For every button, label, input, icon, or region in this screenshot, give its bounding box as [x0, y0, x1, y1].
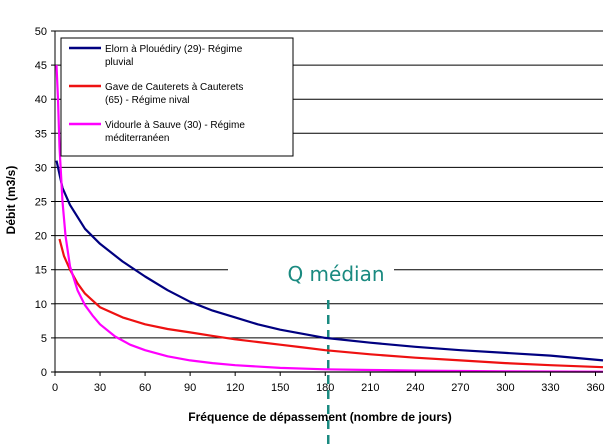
y-tick-labels: 0 5 10 15 20 25 30 35 40 45 50 — [35, 26, 47, 379]
y-tick-label: 45 — [35, 60, 47, 72]
x-tick-label: 60 — [139, 382, 151, 394]
x-tick-label: 0 — [52, 382, 58, 394]
series-line-vidourle — [55, 65, 604, 373]
y-tick-label: 10 — [35, 299, 47, 311]
series-line-gave-de-cauterets — [58, 238, 604, 369]
x-tick-label: 240 — [406, 382, 424, 394]
y-tick-label: 50 — [35, 26, 47, 38]
legend: Elorn à Plouédiry (29)- Régime pluvial Gav… — [60, 37, 294, 157]
y-tick-label: 5 — [41, 333, 47, 345]
x-axis-title: Fréquence de dépassement (nombre de jour… — [188, 410, 451, 424]
x-tick-label: 90 — [184, 382, 196, 394]
y-tick-label: 15 — [35, 265, 47, 277]
y-tick-label: 25 — [35, 197, 47, 209]
series-lines — [55, 65, 604, 445]
y-tick-label: 35 — [35, 128, 47, 140]
x-tick-label: 270 — [451, 382, 469, 394]
y-tick-label: 30 — [35, 162, 47, 174]
y-tick-label: 0 — [41, 367, 47, 379]
legend-label-gave-de-cauterets: (65) - Régime nival — [105, 95, 189, 106]
legend-label-gave-de-cauterets: Gave de Cauterets à Cauterets — [105, 82, 243, 93]
y-axis-title: Débit (m3/s) — [4, 166, 18, 235]
annotation-label: Q médian — [287, 262, 384, 286]
y-tick-label: 20 — [35, 231, 47, 243]
legend-label-vidourle: méditerranéen — [105, 133, 169, 144]
series-line-elorn — [55, 160, 604, 362]
x-tick-label: 210 — [361, 382, 379, 394]
legend-box — [60, 37, 294, 157]
x-tick-label: 30 — [94, 382, 106, 394]
legend-label-elorn: pluvial — [105, 57, 133, 68]
x-tick-label: 360 — [586, 382, 604, 394]
x-tick-labels: 0 30 60 90 120 150 180 210 240 270 300 330 360 — [52, 382, 605, 394]
annotation-background — [228, 258, 394, 292]
legend-label-vidourle: Vidourle à Sauve (30) - Régime — [105, 120, 245, 131]
x-tick-label: 330 — [541, 382, 559, 394]
legend-label-elorn: Elorn à Plouédiry (29)- Régime — [105, 44, 243, 55]
x-tick-label: 120 — [226, 382, 244, 394]
median-annotation: Q médian — [228, 258, 394, 292]
x-tick-label: 150 — [271, 382, 289, 394]
y-tick-label: 40 — [35, 94, 47, 106]
x-tick-label: 180 — [316, 382, 334, 394]
plot-frame — [51, 30, 603, 376]
x-tick-label: 300 — [496, 382, 514, 394]
